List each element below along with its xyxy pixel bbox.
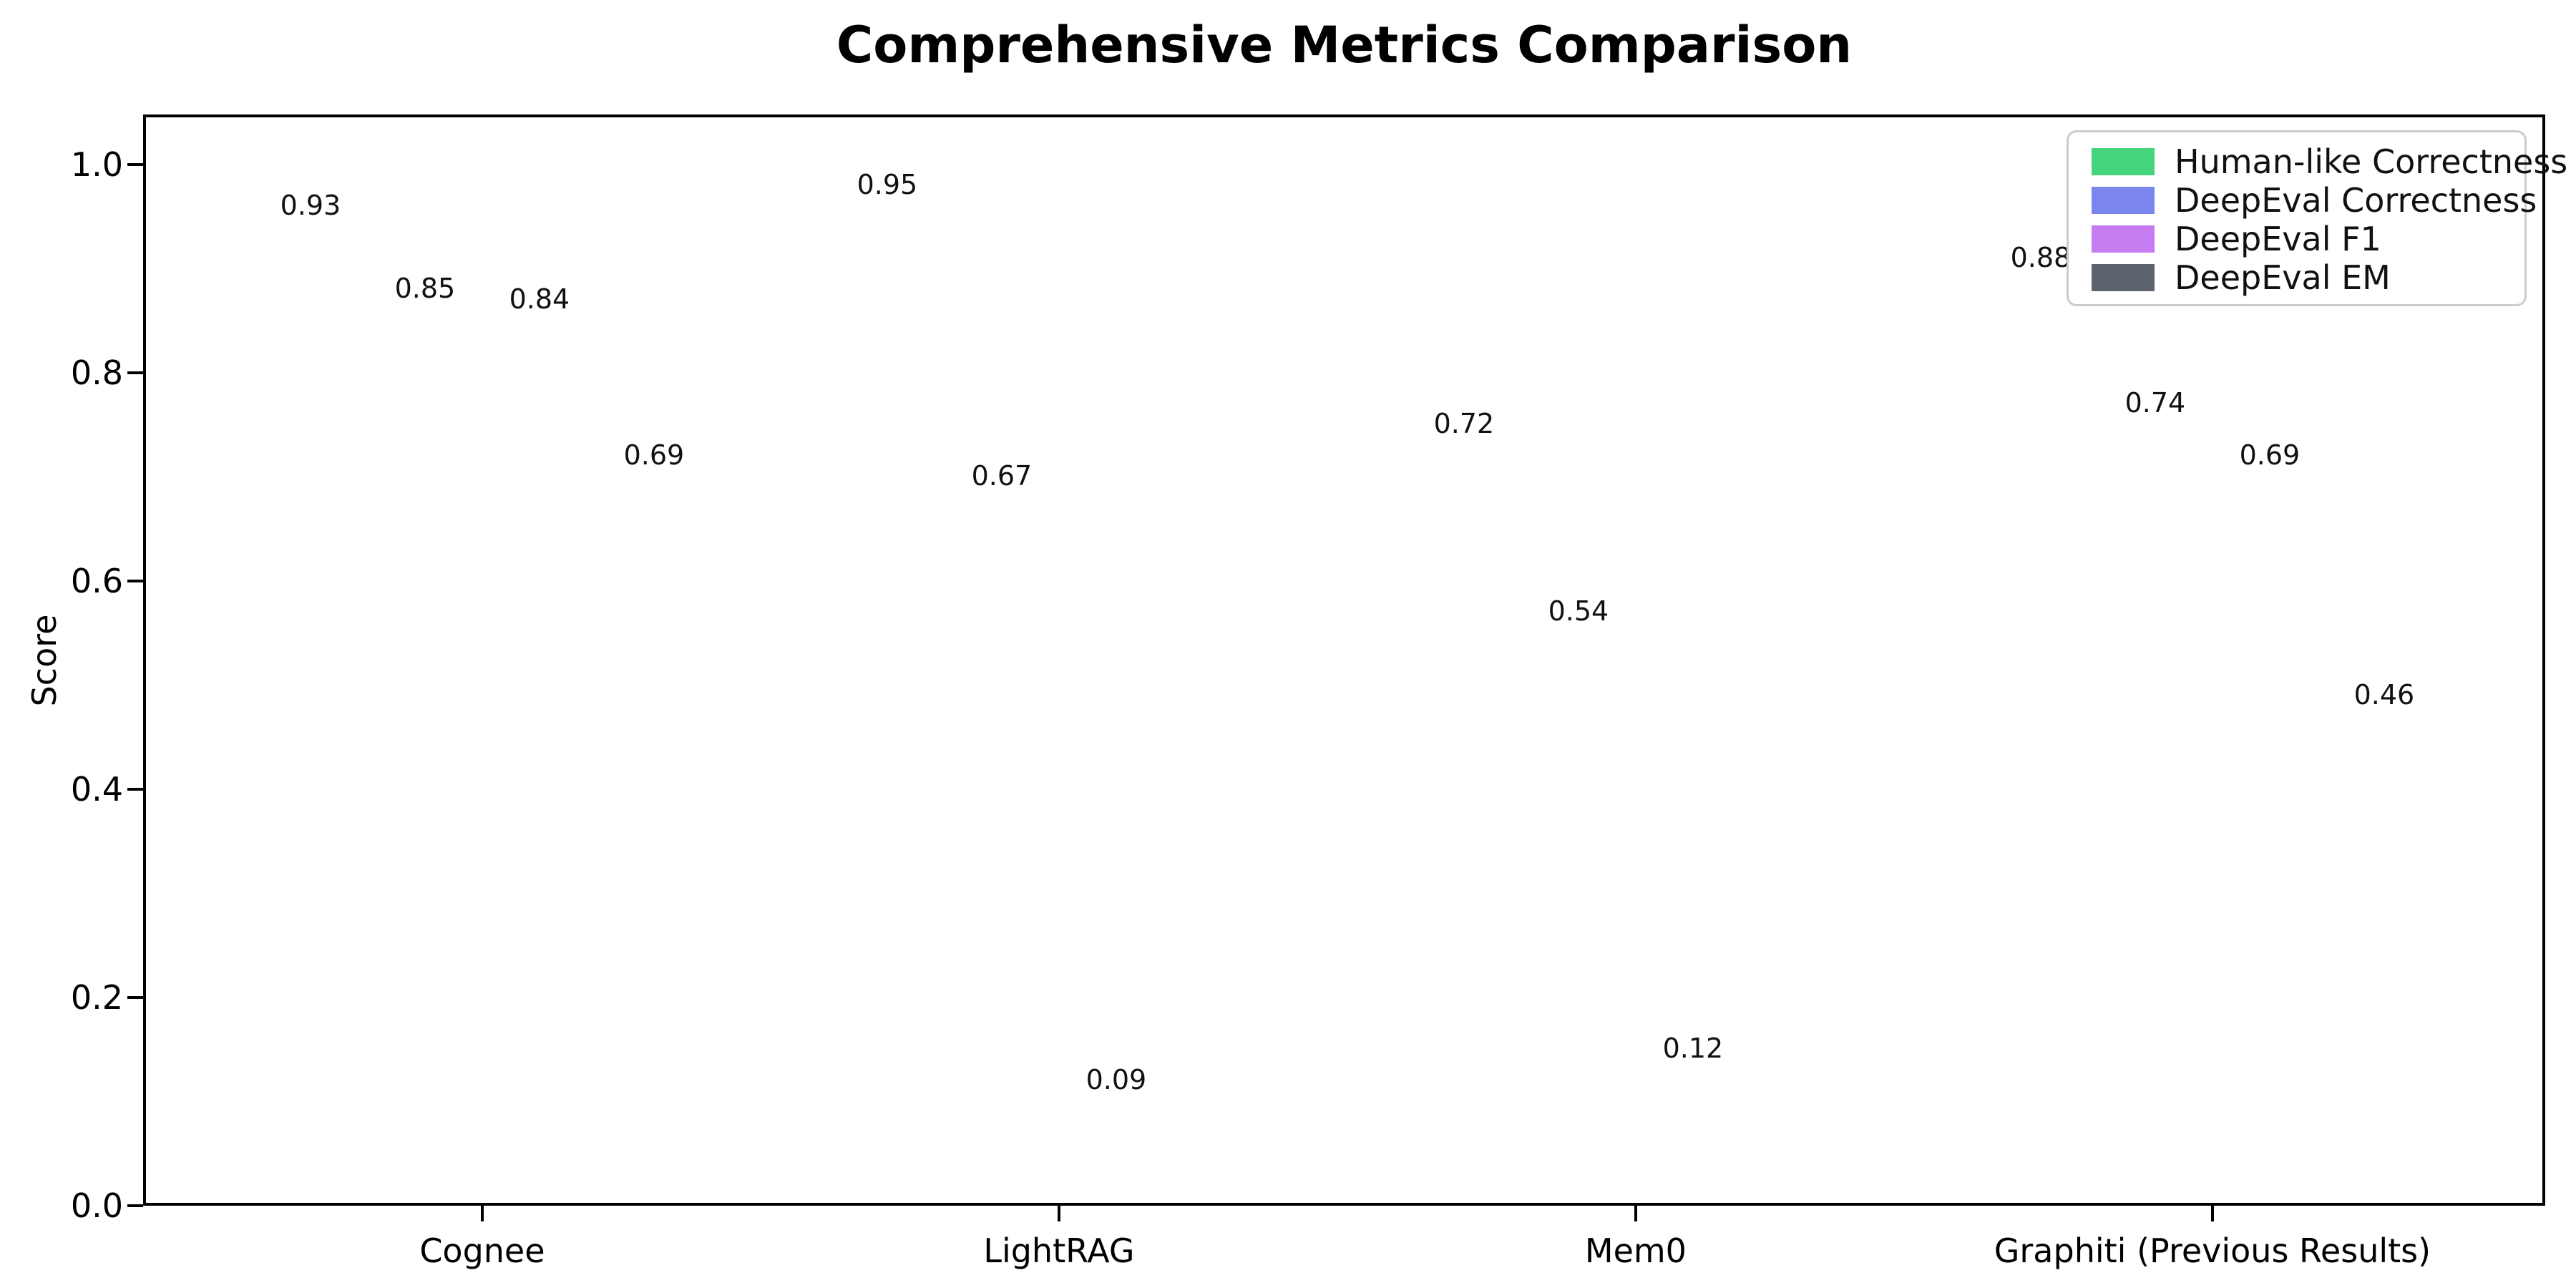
bar-value-label: 0.95: [857, 168, 918, 200]
y-tick-mark: [127, 1204, 143, 1207]
bar-value-label: 0.67: [971, 460, 1033, 492]
y-tick-mark: [127, 996, 143, 999]
legend-item: Human-like Correctness: [2069, 142, 2567, 181]
y-tick-label: 1.0: [70, 145, 123, 184]
y-tick-label: 0.2: [70, 978, 123, 1017]
legend-label: DeepEval Correctness: [2175, 181, 2537, 220]
bar-value-label: 0.46: [2353, 678, 2415, 711]
bar-value-label: 0.12: [1662, 1033, 1724, 1065]
legend-label: Human-like Correctness: [2175, 142, 2568, 181]
bar-value-label: 0.74: [2124, 387, 2186, 419]
bar-value-label: 0.72: [1433, 408, 1495, 440]
bar-value-label: 0.54: [1548, 595, 1609, 628]
x-tick-mark: [2210, 1206, 2214, 1221]
x-tick-label: LightRAG: [983, 1231, 1135, 1270]
x-tick-mark: [1634, 1206, 1637, 1221]
bar-value-label: 0.69: [2239, 439, 2301, 472]
y-tick-mark: [127, 788, 143, 791]
legend-swatch-icon: [2092, 187, 2155, 214]
x-tick-label: Mem0: [1584, 1231, 1687, 1270]
bar-value-label: 0.84: [509, 283, 570, 315]
y-tick-label: 0.0: [70, 1186, 123, 1225]
chart-title: Comprehensive Metrics Comparison: [836, 16, 1853, 74]
x-tick-mark: [1057, 1206, 1060, 1221]
y-tick-label: 0.4: [70, 770, 123, 809]
legend: Human-like Correctness DeepEval Correctne…: [2067, 130, 2567, 306]
y-tick-mark: [127, 580, 143, 582]
bar-value-label: 0.69: [623, 439, 685, 472]
legend-label: DeepEval EM: [2175, 258, 2391, 297]
y-tick-label: 0.8: [70, 353, 123, 392]
x-tick-label: Cognee: [419, 1231, 545, 1270]
y-axis-label: Score: [25, 614, 64, 706]
y-tick-label: 0.6: [70, 562, 123, 600]
legend-item: DeepEval EM: [2069, 258, 2524, 297]
legend-label: DeepEval F1: [2175, 220, 2381, 258]
bar-value-label: 0.09: [1085, 1064, 1147, 1096]
bar-value-label: 0.93: [280, 189, 341, 221]
y-tick-mark: [127, 163, 143, 166]
legend-swatch-icon: [2092, 225, 2155, 253]
x-tick-label: Graphiti (Previous Results): [1994, 1231, 2431, 1270]
legend-item: DeepEval F1: [2069, 220, 2524, 258]
legend-swatch-icon: [2092, 148, 2155, 175]
legend-swatch-icon: [2092, 264, 2155, 291]
legend-item: DeepEval Correctness: [2069, 181, 2537, 220]
y-tick-mark: [127, 371, 143, 374]
bar-value-label: 0.88: [2010, 241, 2072, 273]
x-tick-mark: [480, 1206, 484, 1221]
bar-value-label: 0.85: [394, 273, 456, 305]
